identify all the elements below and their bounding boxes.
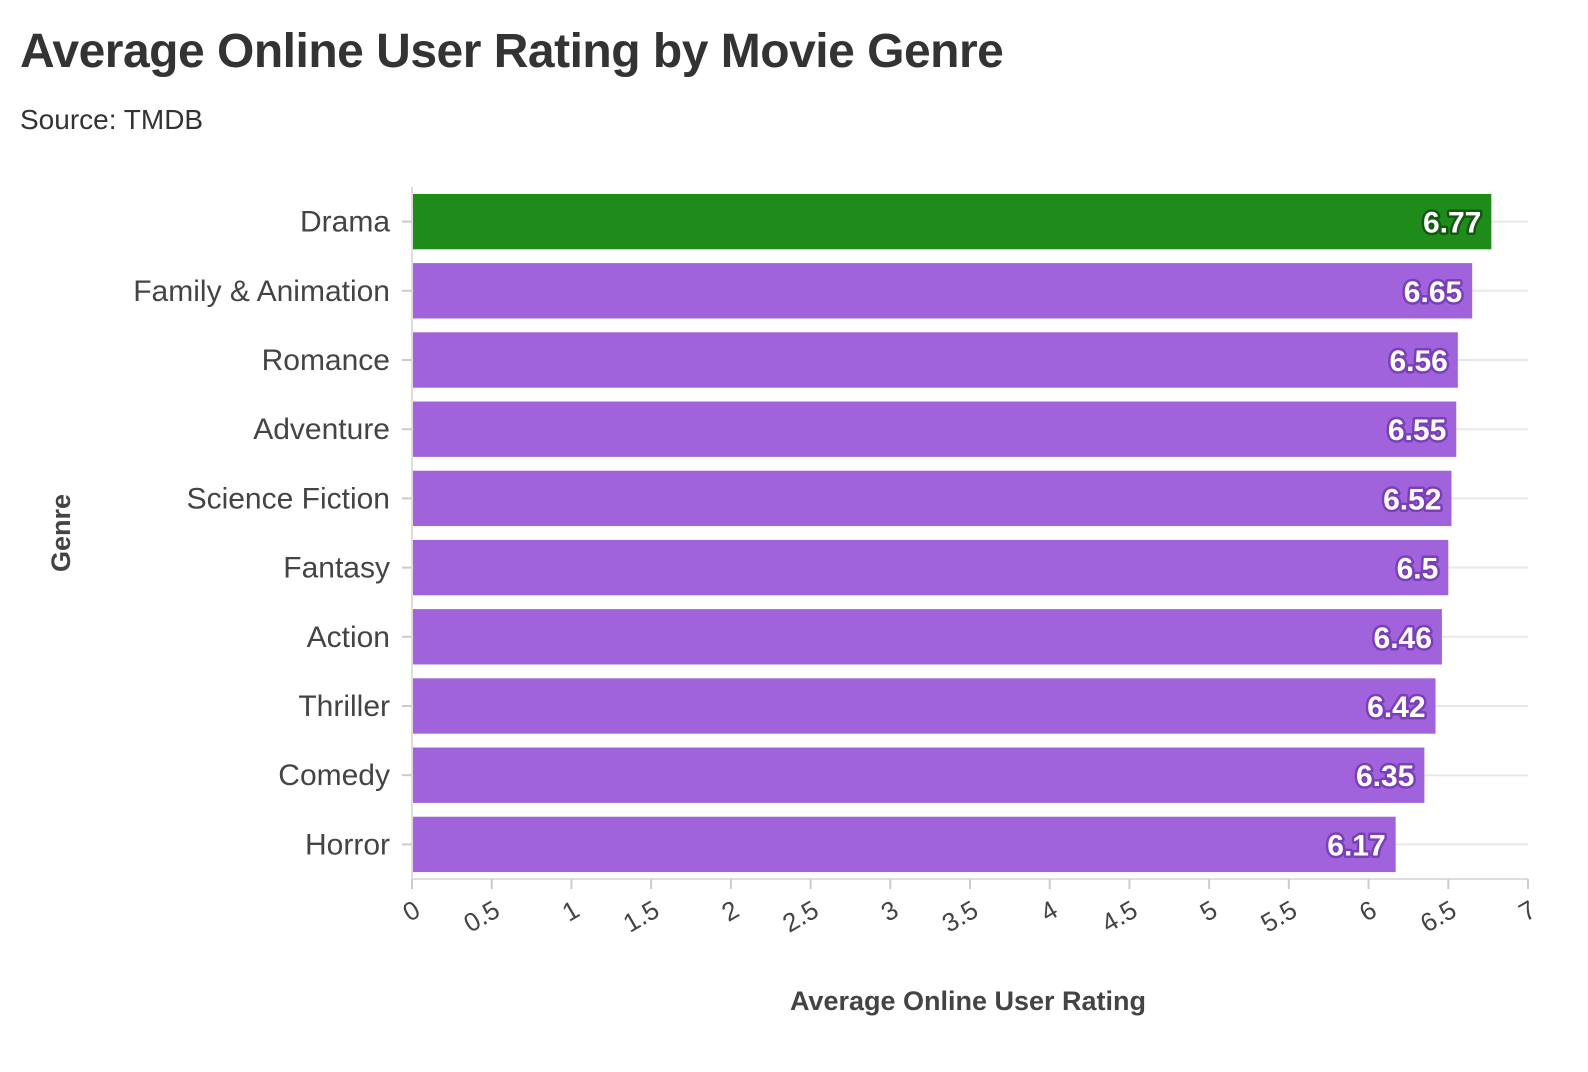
x-tick-label: 6.5 [1415, 894, 1461, 938]
x-axis-title: Average Online User Rating [790, 986, 1146, 1016]
bar [413, 816, 1396, 873]
bar [413, 470, 1452, 527]
x-tick-label: 0 [397, 894, 425, 927]
chart-subtitle: Source: TMDB [20, 104, 204, 135]
y-axis-title: Genre [46, 494, 76, 572]
x-tick-label: 7 [1513, 894, 1541, 927]
value-label: 6.35 [1356, 760, 1414, 793]
value-label: 6.5 [1397, 553, 1439, 586]
category-label: Romance [262, 344, 390, 377]
x-tick-label: 3.5 [937, 894, 983, 938]
bar [413, 193, 1492, 250]
x-tick-label: 2 [716, 894, 744, 927]
bar [413, 332, 1458, 388]
x-tick-label: 6 [1354, 894, 1382, 927]
value-label: 6.56 [1389, 345, 1447, 378]
value-label: 6.42 [1367, 691, 1425, 724]
x-axis: 0 0.5 1 1.5 2 2.5 3 3.5 4 4.5 5 5.5 6 6.5 7 [397, 878, 1541, 938]
bar [413, 263, 1473, 319]
bar [413, 609, 1442, 665]
value-labels: 6.77 6.65 6.56 6.55 6.52 6.5 6.46 6.42 6.35 6.17 [1325, 204, 1484, 865]
bar [413, 747, 1425, 803]
x-tick-label: 3 [876, 894, 904, 927]
x-tick-label: 1 [557, 894, 585, 927]
bar [413, 401, 1457, 457]
x-tick-label: 1.5 [618, 894, 664, 938]
value-label: 6.77 [1423, 207, 1481, 240]
x-tick-label: 0.5 [458, 894, 504, 938]
category-label: Action [307, 621, 390, 654]
category-label: Family & Animation [133, 275, 390, 308]
bars [413, 193, 1492, 873]
x-tick-label: 4 [1035, 894, 1063, 927]
category-labels: Drama Family & Animation Romance Adventure S… [133, 206, 390, 862]
category-label: Thriller [298, 690, 390, 723]
bar [413, 539, 1449, 596]
x-tick-label: 4.5 [1096, 894, 1142, 938]
category-label: Drama [300, 206, 390, 239]
category-label: Horror [305, 828, 390, 861]
value-label: 6.65 [1404, 276, 1462, 309]
value-label: 6.52 [1383, 483, 1441, 516]
bar [413, 678, 1436, 734]
value-label: 6.55 [1388, 414, 1446, 447]
category-label: Comedy [278, 759, 390, 792]
category-label: Science Fiction [187, 482, 390, 515]
category-label: Adventure [253, 413, 390, 446]
value-label: 6.46 [1374, 622, 1432, 655]
category-label: Fantasy [283, 552, 390, 585]
x-tick-label: 5.5 [1256, 894, 1302, 938]
x-tick-label: 5 [1195, 894, 1223, 927]
chart-title: Average Online User Rating by Movie Genr… [20, 25, 1004, 78]
value-label: 6.17 [1327, 829, 1385, 862]
x-tick-label: 2.5 [777, 894, 823, 938]
